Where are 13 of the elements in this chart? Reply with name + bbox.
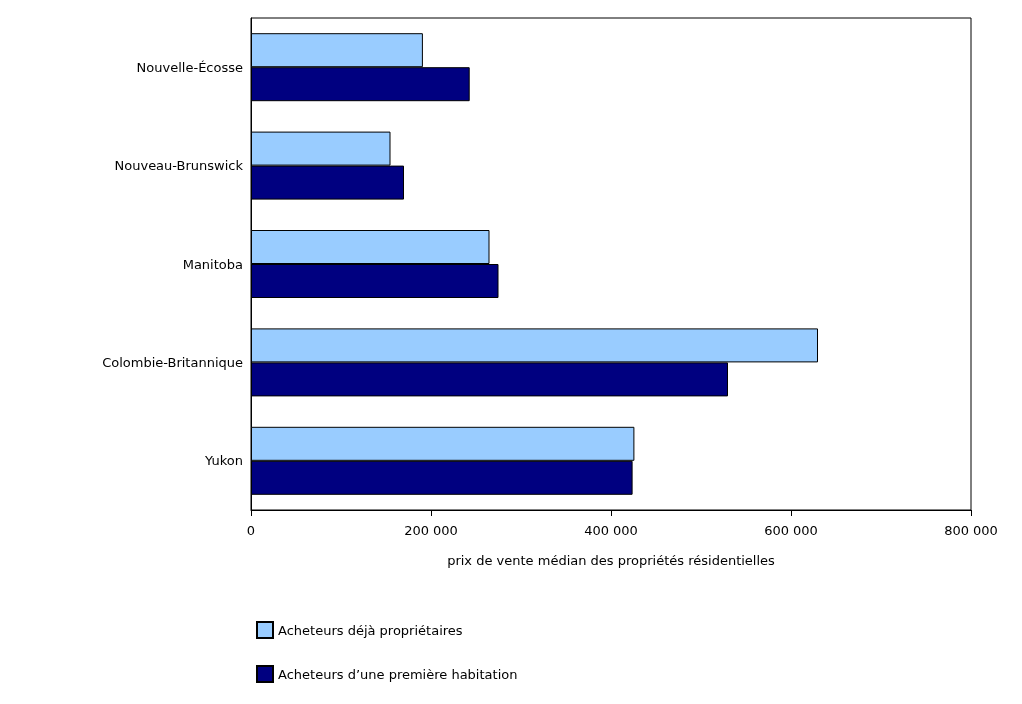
y-tick-label: Nouveau-Brunswick bbox=[114, 158, 244, 174]
y-tick-label: Yukon bbox=[204, 453, 243, 469]
x-tick-label: 800 000 bbox=[944, 523, 998, 538]
y-tick-label: Colombie-Britannique bbox=[102, 354, 243, 370]
x-tick-label: 600 000 bbox=[764, 523, 818, 538]
x-tick-label: 200 000 bbox=[404, 523, 458, 538]
x-axis-title: prix de vente médian des propriétés résidentielles bbox=[447, 553, 776, 568]
y-tick-label: Manitoba bbox=[182, 256, 243, 272]
legend-label: Acheteurs d’une première habitation bbox=[278, 666, 518, 682]
y-tick-label: Nouvelle-Écosse bbox=[136, 59, 243, 75]
x-tick-label: 400 000 bbox=[584, 523, 638, 538]
x-tick-label: 0 bbox=[246, 523, 256, 538]
legend-label: Acheteurs déjà propriétaires bbox=[278, 622, 463, 638]
